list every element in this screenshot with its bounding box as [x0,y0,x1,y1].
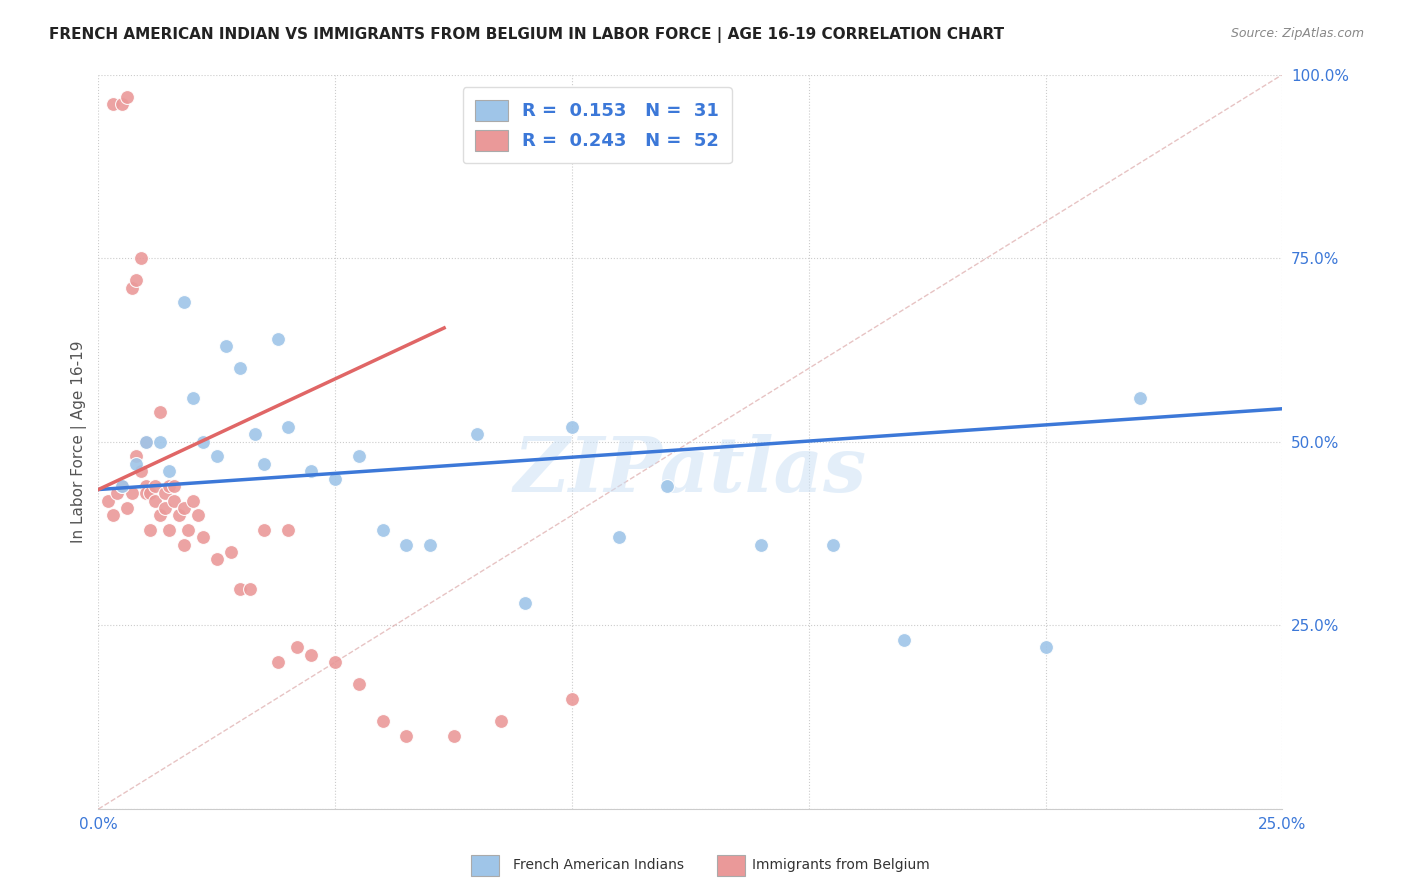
Point [173,500,195,515]
Y-axis label: In Labor Force | Age 16-19: In Labor Force | Age 16-19 [72,341,87,543]
Point [101,508,124,523]
Point [125,273,148,287]
Point [205,552,228,566]
Text: Immigrants from Belgium: Immigrants from Belgium [752,858,929,872]
Point [153,500,176,515]
Point [277,523,299,537]
Point [219,545,242,559]
Point [181,391,204,405]
Point [323,471,346,485]
Point [139,523,162,537]
Point [125,457,148,471]
Point [243,427,266,442]
Point [139,486,162,500]
Point [371,523,394,537]
Point [253,457,276,471]
Point [465,427,488,442]
Point [395,729,418,743]
Point [229,361,252,376]
Point [513,596,536,610]
Point [111,96,134,111]
Point [135,434,157,449]
Point [1035,640,1057,655]
Point [111,479,134,493]
Point [129,464,152,478]
Point [301,464,323,478]
Point [1129,391,1152,405]
Point [443,729,465,743]
Point [177,523,200,537]
Point [173,538,195,552]
Point [395,538,418,552]
Point [111,479,134,493]
Point [893,633,915,648]
Point [121,280,143,294]
Point [285,640,308,655]
Point [135,434,157,449]
Point [173,295,195,310]
Point [347,450,370,464]
Point [135,479,157,493]
Point [167,508,190,523]
Point [163,479,186,493]
Point [149,508,172,523]
Point [229,582,252,596]
Point [347,677,370,691]
Text: French American Indians: French American Indians [513,858,685,872]
Point [121,486,143,500]
Point [191,530,214,544]
Point [419,538,441,552]
Point [143,493,166,508]
Point [215,339,238,353]
Point [149,405,172,419]
Text: Source: ZipAtlas.com: Source: ZipAtlas.com [1230,27,1364,40]
Point [239,582,262,596]
Text: FRENCH AMERICAN INDIAN VS IMMIGRANTS FROM BELGIUM IN LABOR FORCE | AGE 16-19 COR: FRENCH AMERICAN INDIAN VS IMMIGRANTS FRO… [49,27,1004,43]
Point [143,479,166,493]
Point [751,538,773,552]
Point [115,500,138,515]
Point [129,251,152,265]
Point [157,479,180,493]
Point [125,450,148,464]
Point [163,493,186,508]
Point [267,655,290,669]
Point [561,692,583,706]
Point [105,486,128,500]
Legend: R =  0.153   N =  31, R =  0.243   N =  52: R = 0.153 N = 31, R = 0.243 N = 52 [463,87,731,163]
Point [153,486,176,500]
Point [253,523,276,537]
Point [205,450,228,464]
Point [157,464,180,478]
Point [277,420,299,434]
Point [821,538,844,552]
Point [101,96,124,111]
Point [115,89,138,103]
Text: ZIPatlas: ZIPatlas [513,434,868,508]
Point [323,655,346,669]
Point [187,508,209,523]
Point [267,332,290,346]
Point [149,434,172,449]
Point [191,434,214,449]
Point [97,493,120,508]
Point [609,530,631,544]
Point [371,714,394,728]
Point [561,420,583,434]
Point [135,486,157,500]
Point [157,523,180,537]
Point [489,714,512,728]
Point [655,479,678,493]
Point [301,648,323,662]
Point [181,493,204,508]
